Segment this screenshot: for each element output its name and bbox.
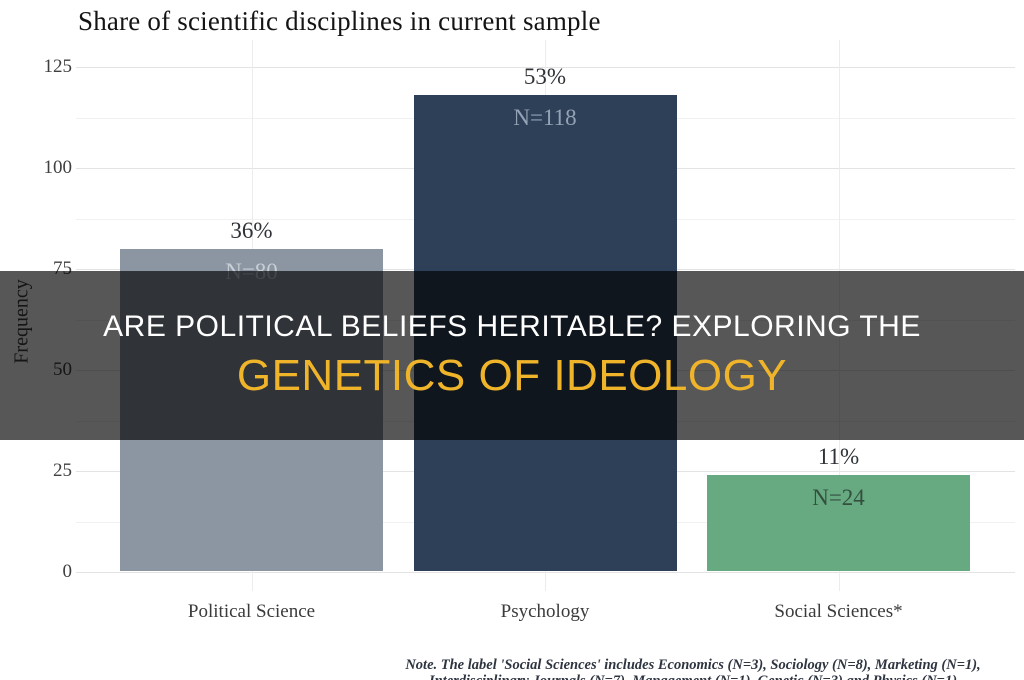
bar-count-label: N=118 [513, 105, 577, 131]
footnote-line-1: Note. The label 'Social Sciences' includ… [405, 657, 981, 673]
footnote: Note. The label 'Social Sciences' includ… [368, 657, 1018, 680]
y-tick-label: 125 [43, 56, 73, 77]
bar-social-sciences [707, 475, 970, 571]
x-axis-label: Psychology [500, 601, 590, 622]
bar-percent-label: 11% [817, 444, 860, 470]
footnote-line-2: Interdisciplinary Journals (N=7), Manage… [368, 673, 1018, 680]
bar-percent-label: 53% [523, 64, 567, 90]
chart-title: Share of scientific disciplines in curre… [78, 6, 601, 36]
headline-line-1: ARE POLITICAL BELIEFS HERITABLE? EXPLORI… [103, 310, 921, 343]
headline-overlay-banner: ARE POLITICAL BELIEFS HERITABLE? EXPLORI… [0, 271, 1024, 440]
bar-percent-label: 36% [230, 217, 273, 243]
y-tick-label: 0 [62, 561, 73, 582]
x-axis-label: Social Sciences* [774, 601, 903, 622]
x-axis-label: Political Science [187, 601, 316, 622]
bar-count-label: N=24 [812, 485, 865, 511]
y-tick-label: 25 [53, 460, 72, 481]
y-tick-label: 100 [43, 157, 73, 178]
headline-line-2: GENETICS OF IDEOLOGY [236, 351, 788, 400]
